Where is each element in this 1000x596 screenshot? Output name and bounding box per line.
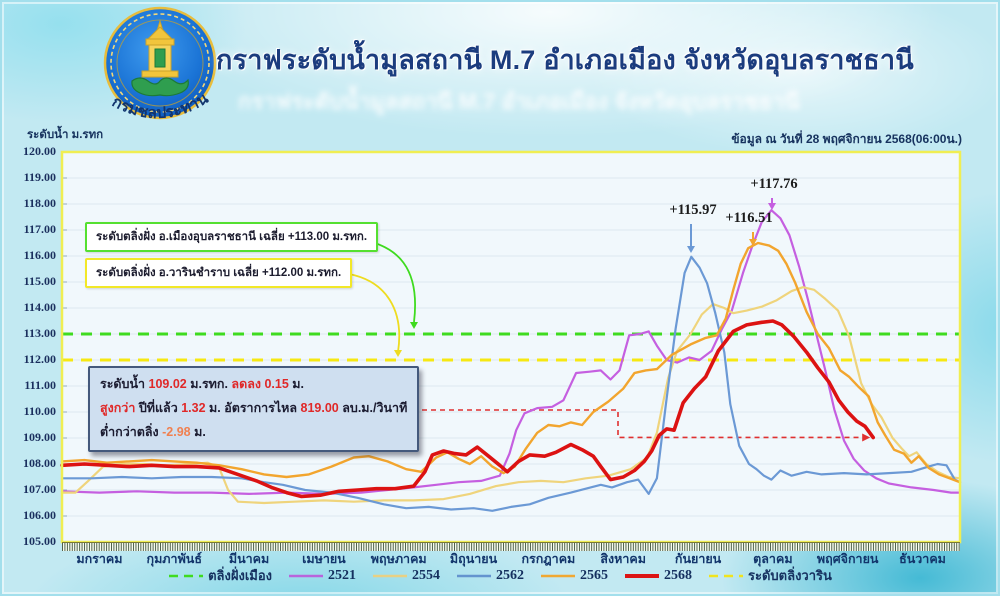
- current-status-box: ระดับน้ำ 109.02 ม.รทก. ลดลง 0.15 ม. สูงก…: [88, 366, 420, 452]
- y-tick-label: 112.00: [23, 352, 56, 366]
- y-tick-label: 113.00: [23, 326, 56, 340]
- x-tick-label: กันยายน: [674, 552, 722, 566]
- y-tick-label: 116.00: [23, 248, 56, 262]
- legend-label: 2562: [496, 567, 524, 583]
- series-line-2562: [60, 255, 962, 512]
- legend-item: 2554: [372, 568, 440, 584]
- x-tick-label: พฤษภาคม: [370, 552, 427, 566]
- y-tick-label: 107.00: [23, 482, 56, 496]
- status-line-3: ต่ำกว่าตลิ่ง -2.98 ม.: [100, 425, 206, 439]
- rid-logo-icon: กรมชลประทาน: [103, 6, 217, 122]
- x-tick-label: กุมภาพันธ์: [146, 552, 202, 566]
- legend-label: 2521: [328, 567, 356, 583]
- bank-warin-annotation: ระดับตลิ่งฝั่ง อ.วารินชำราบ เฉลี่ย +112.…: [85, 258, 353, 288]
- logo-naga-icon: [131, 77, 189, 97]
- y-tick-label: 115.00: [23, 274, 56, 288]
- y-tick-label: 105.00: [23, 534, 56, 548]
- x-tick-label: สิงหาคม: [600, 552, 646, 566]
- status-line-1: ระดับน้ำ 109.02 ม.รทก. ลดลง 0.15 ม.: [100, 377, 304, 391]
- y-tick-label: 109.00: [23, 430, 56, 444]
- x-tick-label: มีนาคม: [228, 552, 270, 566]
- current-level-connector: [368, 409, 868, 439]
- water-level-chart: +115.97 +116.51 +117.76: [60, 150, 962, 551]
- legend-item: 2521: [288, 568, 356, 584]
- legend-line-sample: [289, 574, 323, 577]
- legend-line-sample: [373, 574, 407, 577]
- legend-label: 2565: [580, 567, 608, 583]
- peak-label: +115.97: [669, 202, 716, 218]
- x-tick-label: กรกฎาคม: [521, 552, 576, 566]
- peak-label: +116.51: [725, 210, 772, 226]
- y-tick-label: 117.00: [23, 222, 56, 236]
- y-tick-label: 114.00: [23, 300, 56, 314]
- bank-warin-connector: [342, 272, 401, 353]
- legend-line-sample: [457, 574, 491, 577]
- status-line-2: สูงกว่า ปีที่แล้ว 1.32 ม. อัตราการไหล 81…: [100, 401, 408, 415]
- legend-item: ระดับตลิ่งวาริน: [708, 565, 832, 586]
- series-line-2565: [60, 241, 962, 484]
- chart-legend: ตลิ่งฝั่งเมือง 2521 2554 2562 2565 2568 ระดับต…: [0, 565, 1000, 586]
- peak-label: +117.76: [750, 176, 797, 192]
- x-tick-label: มกราคม: [76, 552, 123, 566]
- y-tick-label: 108.00: [23, 456, 56, 470]
- legend-label: ตลิ่งฝั่งเมือง: [208, 568, 272, 583]
- x-tick-label: ตุลาคม: [753, 552, 793, 566]
- title-ghost: กราฟระดับน้ำมูลสถานี M.7 อำเภอเมือง จังห…: [238, 89, 800, 114]
- legend-line-sample: [625, 573, 659, 578]
- data-as-of-label: ข้อมูล ณ วันที่ 28 พฤศจิกายน 2568(06:00น…: [731, 132, 962, 146]
- y-tick-label: 110.00: [23, 404, 56, 418]
- legend-line-sample: [709, 574, 743, 577]
- x-tick-label: พฤศจิกายน: [816, 552, 879, 566]
- x-tick-label: เมษายน: [302, 552, 346, 566]
- legend-label: ระดับตลิ่งวาริน: [748, 568, 832, 583]
- series-line-2568: [60, 319, 876, 499]
- x-tick-label: มิถุนายน: [449, 552, 498, 566]
- y-tick-label: 106.00: [23, 508, 56, 522]
- legend-line-sample: [541, 574, 575, 577]
- y-tick-label: 111.00: [24, 378, 56, 392]
- legend-item: ตลิ่งฝั่งเมือง: [168, 565, 272, 586]
- logo-pavilion-icon: [141, 19, 179, 78]
- daily-tick-strip: [62, 543, 960, 551]
- chart-area: +115.97 +116.51 +117.76: [60, 150, 962, 552]
- x-tick-label: ธันวาคม: [899, 552, 946, 566]
- legend-label: 2568: [664, 567, 692, 583]
- legend-label: 2554: [412, 567, 440, 583]
- legend-item: 2568: [624, 568, 692, 584]
- legend-item: 2565: [540, 568, 608, 584]
- page-title: กราฟระดับน้ำมูลสถานี M.7 อำเภอเมือง จังห…: [216, 45, 914, 75]
- y-tick-label: 120.00: [23, 144, 56, 158]
- legend-item: 2562: [456, 568, 524, 584]
- y-tick-label: 118.00: [23, 196, 56, 210]
- y-tick-label: 119.00: [23, 170, 56, 184]
- x-axis: มกราคม กุมภาพันธ์ มีนาคม เมษายน พฤษภาคม มิถุน…: [62, 549, 960, 569]
- bank-mueang-annotation: ระดับตลิ่งฝั่ง อ.เมืองอุบลราชธานี เฉลี่ย…: [85, 222, 379, 252]
- y-axis-unit-label: ระดับน้ำ ม.รทก: [27, 129, 104, 141]
- legend-line-sample: [169, 574, 204, 577]
